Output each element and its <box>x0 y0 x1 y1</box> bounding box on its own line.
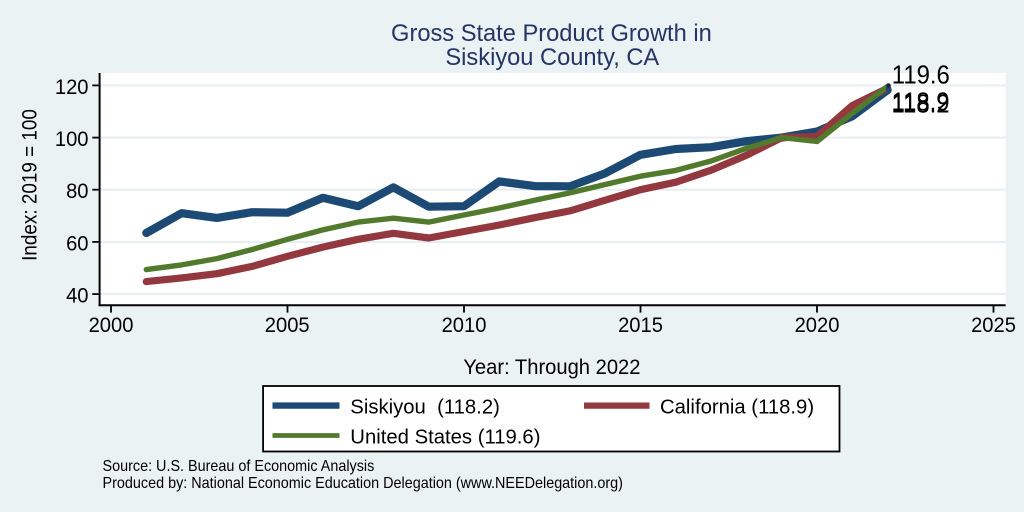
svg-text:2015: 2015 <box>618 313 663 337</box>
svg-text:118.9: 118.9 <box>892 88 950 117</box>
svg-text:2025: 2025 <box>971 313 1016 337</box>
svg-text:Gross State Product Growth in: Gross State Product Growth in <box>391 19 712 46</box>
svg-text:40: 40 <box>66 284 88 308</box>
svg-text:120: 120 <box>55 75 89 99</box>
svg-text:2020: 2020 <box>795 313 840 337</box>
svg-text:Siskiyou (118.2): Siskiyou (118.2) <box>350 396 500 419</box>
svg-text:Siskiyou County, CA: Siskiyou County, CA <box>445 44 659 71</box>
svg-text:Index: 2019 = 100: Index: 2019 = 100 <box>19 109 42 261</box>
svg-text:80: 80 <box>66 180 88 204</box>
svg-text:California (118.9): California (118.9) <box>660 396 814 419</box>
svg-text:60: 60 <box>66 232 88 256</box>
svg-text:United States (119.6): United States (119.6) <box>350 425 540 448</box>
svg-text:2010: 2010 <box>442 313 487 337</box>
svg-text:Produced by: National Economic: Produced by: National Economic Education… <box>103 474 623 492</box>
svg-text:119.6: 119.6 <box>892 61 950 90</box>
svg-text:2005: 2005 <box>265 313 310 337</box>
svg-text:118.2: 118.2 <box>892 90 950 119</box>
svg-text:2000: 2000 <box>89 313 134 337</box>
svg-text:100: 100 <box>55 127 89 151</box>
svg-text:Year: Through 2022: Year: Through 2022 <box>463 355 640 379</box>
svg-text:Source: U.S. Bureau of Economi: Source: U.S. Bureau of Economic Analysis <box>103 457 375 475</box>
